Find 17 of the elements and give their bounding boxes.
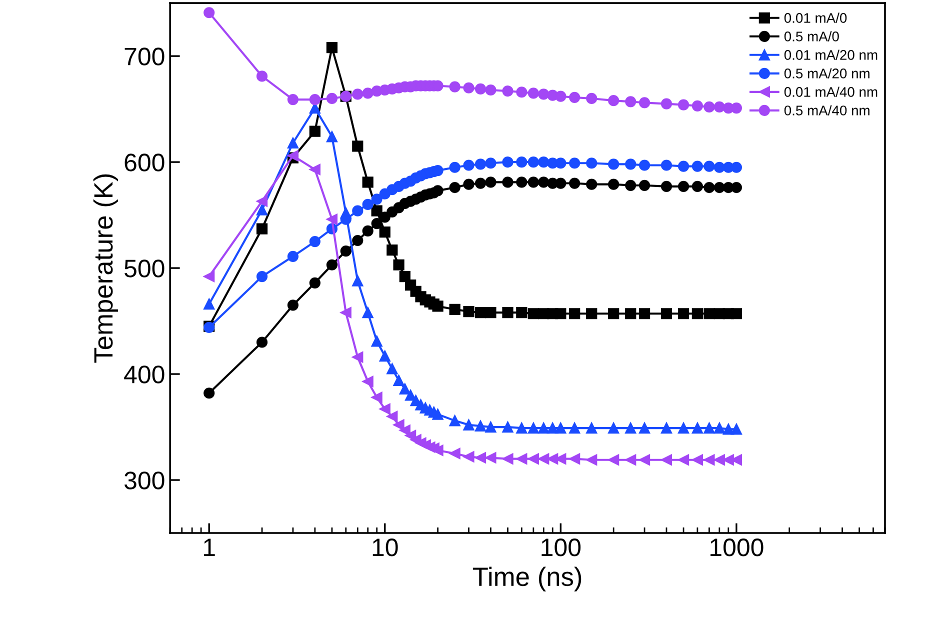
y-tick-label: 400 bbox=[124, 366, 164, 384]
x-tick-label: 1000 bbox=[710, 538, 764, 556]
x-tick-label: 1 bbox=[204, 538, 215, 556]
y-tick-label: 600 bbox=[124, 154, 164, 172]
x-tick-label: 10 bbox=[372, 538, 398, 556]
x-axis-title: Time (ns) bbox=[472, 566, 582, 592]
legend-label: 0.5 mA/0 bbox=[784, 31, 839, 42]
y-axis-title: Temperature (K) bbox=[93, 174, 118, 363]
y-tick-label: 700 bbox=[124, 48, 164, 66]
legend-label: 0.01 mA/40 nm bbox=[784, 86, 878, 97]
legend-label: 0.01 mA/20 nm bbox=[784, 50, 878, 60]
legend-label: 0.5 mA/40 nm bbox=[784, 105, 870, 116]
y-tick-label: 300 bbox=[124, 472, 164, 490]
legend-label: 0.01 mA/0 bbox=[784, 12, 847, 23]
x-tick-label: 100 bbox=[542, 538, 581, 556]
y-tick-label: 500 bbox=[124, 260, 164, 278]
legend-label: 0.5 mA/20 nm bbox=[784, 68, 870, 78]
